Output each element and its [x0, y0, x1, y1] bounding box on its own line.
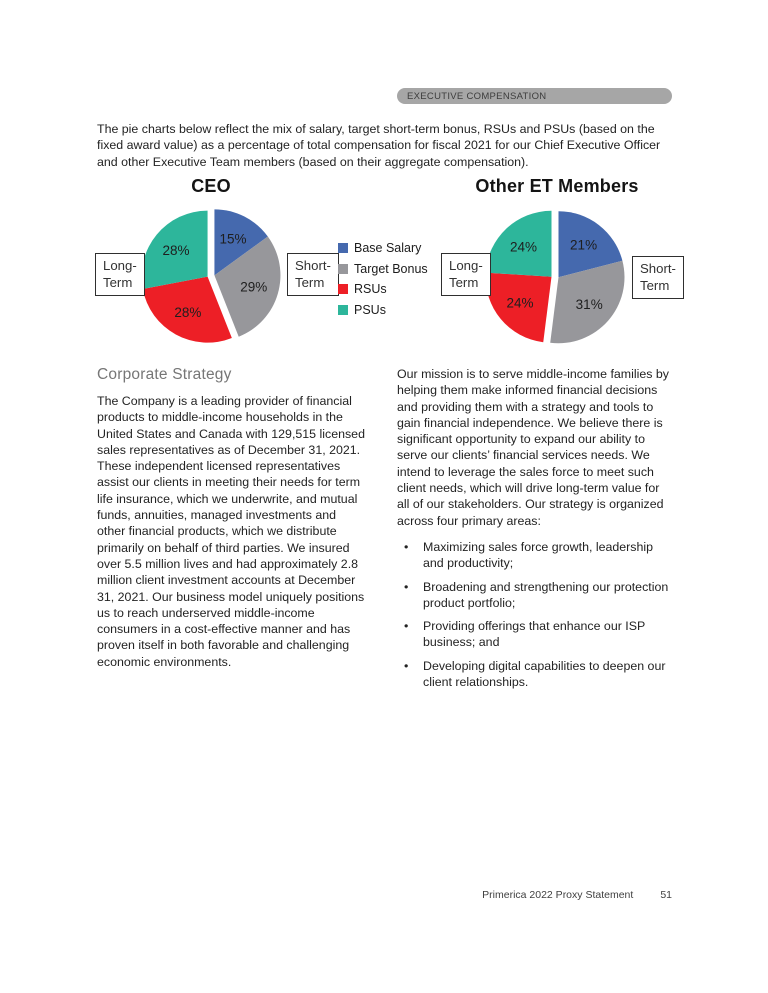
bullet-icon: •	[404, 619, 409, 634]
rsus-swatch-icon	[338, 284, 348, 294]
long-term-label-line2: Term	[449, 274, 479, 290]
list-item: • Developing digital capabilities to dee…	[397, 658, 675, 691]
legend-item-base-salary: Base Salary	[338, 241, 428, 255]
long-term-label-line2: Term	[103, 274, 133, 290]
pie-slice-psus	[485, 210, 552, 277]
bullet-icon: •	[404, 658, 409, 673]
legend-item-psus: PSUs	[338, 303, 428, 317]
short-term-label-box-ceo: Short- Term	[287, 253, 339, 296]
pie-value-label: 24%	[510, 239, 537, 254]
legend-label: PSUs	[354, 302, 386, 317]
long-term-label-line1: Long-	[449, 258, 483, 273]
pie-value-label: 24%	[506, 295, 533, 310]
list-item: • Broadening and strengthening our prote…	[397, 579, 675, 612]
pie-chart-other-et: 21% 31% 24% 24%	[485, 210, 625, 344]
page-footer: Primerica 2022 Proxy Statement 51	[0, 889, 672, 901]
list-item: • Providing offerings that enhance our I…	[397, 618, 675, 651]
list-item: • Maximizing sales force growth, leaders…	[397, 539, 675, 572]
left-column: Corporate Strategy The Company is a lead…	[97, 366, 367, 670]
target-bonus-swatch-icon	[338, 263, 348, 274]
psus-swatch-icon	[338, 304, 348, 315]
legend-item-rsus: RSUs	[338, 282, 428, 296]
long-term-label-box-ceo: Long- Term	[95, 253, 145, 296]
footer-doc-title: Primerica 2022 Proxy Statement	[482, 889, 634, 901]
pie-slice-target-bonus	[550, 260, 625, 344]
corporate-strategy-paragraph: The Company is a leading provider of fin…	[97, 394, 365, 669]
corporate-strategy-heading: Corporate Strategy	[97, 366, 232, 383]
pie-slice-base-salary	[214, 209, 268, 276]
legend-label: RSUs	[354, 282, 387, 296]
short-term-label-line1: Short-	[640, 261, 676, 276]
bullet-icon: •	[404, 539, 409, 554]
pie-value-label: 21%	[570, 237, 597, 252]
legend-item-target-bonus: Target Bonus	[338, 262, 428, 276]
short-term-label-box-other-et: Short- Term	[632, 256, 684, 299]
pie-chart-ceo: 15% 29% 28% 28%	[141, 209, 281, 343]
short-term-label-line2: Term	[640, 277, 670, 293]
legend-label: Target Bonus	[354, 261, 428, 276]
pie-slice-psus	[141, 210, 208, 290]
pie-slice-rsus	[142, 276, 232, 343]
pie-legend: Base Salary Target Bonus RSUs PSUs	[338, 241, 428, 323]
bullet-text: Broadening and strengthening our protect…	[423, 579, 669, 610]
pie-slice-rsus	[485, 272, 552, 343]
pie-value-label: 15%	[219, 231, 246, 246]
pie-slice-target-bonus	[214, 236, 281, 337]
pie-slice-base-salary	[558, 211, 623, 278]
intro-paragraph: The pie charts below reflect the mix of …	[97, 122, 661, 169]
pie-value-label: 29%	[240, 279, 267, 294]
pie-value-label: 31%	[576, 297, 603, 312]
bullet-icon: •	[404, 579, 409, 594]
short-term-label-line1: Short-	[295, 258, 331, 273]
pie-value-label: 28%	[174, 305, 201, 320]
short-term-label-line2: Term	[295, 274, 325, 290]
other-et-chart-title: Other ET Members	[475, 176, 639, 196]
footer-page-number: 51	[660, 889, 672, 901]
mission-paragraph: Our mission is to serve middle-income fa…	[397, 367, 669, 528]
bullet-text: Providing offerings that enhance our ISP…	[423, 619, 646, 650]
base-salary-swatch-icon	[338, 243, 348, 253]
bullet-text: Maximizing sales force growth, leadershi…	[423, 539, 654, 571]
long-term-label-box-other-et: Long- Term	[441, 253, 491, 296]
ceo-chart-title: CEO	[191, 176, 231, 196]
long-term-label-line1: Long-	[103, 258, 137, 273]
legend-label: Base Salary	[354, 241, 422, 255]
right-column: Our mission is to serve middle-income fa…	[397, 366, 675, 697]
bullet-text: Developing digital capabilities to deepe…	[423, 658, 666, 690]
section-header-label: EXECUTIVE COMPENSATION	[407, 90, 547, 102]
section-header-pill: EXECUTIVE COMPENSATION	[397, 88, 672, 104]
strategy-bullet-list: • Maximizing sales force growth, leaders…	[397, 539, 675, 690]
pie-value-label: 28%	[163, 243, 190, 258]
